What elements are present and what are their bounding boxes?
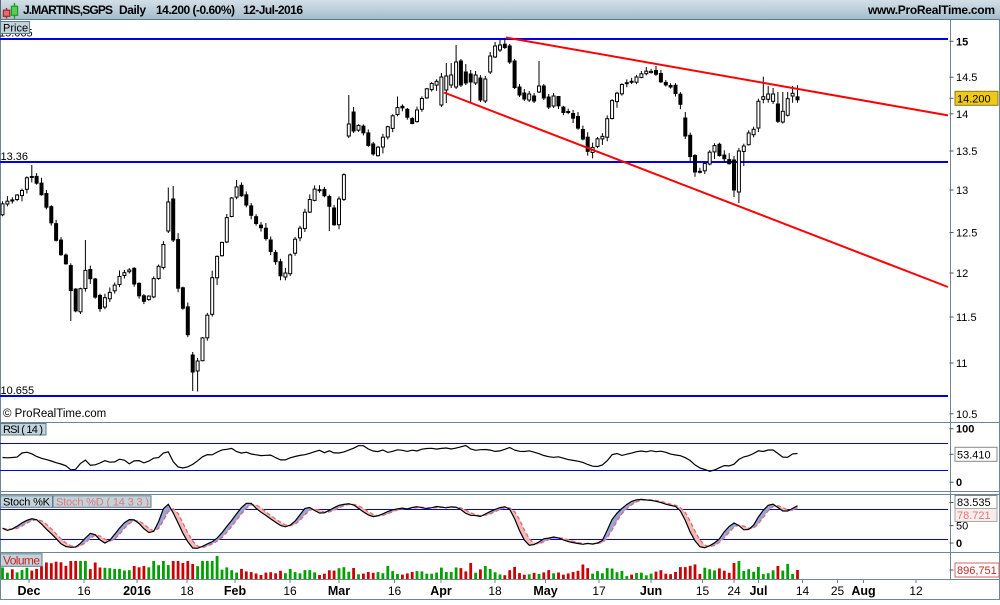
svg-text:© ProRealTime.com: © ProRealTime.com	[3, 408, 106, 420]
svg-text:100: 100	[956, 424, 974, 436]
svg-text:www.ProRealTime.com: www.ProRealTime.com	[867, 3, 995, 17]
svg-text:12-Jul-2016: 12-Jul-2016	[243, 3, 303, 17]
svg-text:Mar: Mar	[328, 584, 350, 598]
svg-text:13.5: 13.5	[956, 146, 977, 158]
svg-text:Apr: Apr	[430, 584, 452, 598]
svg-text:Volume: Volume	[3, 553, 40, 567]
svg-text:14: 14	[796, 584, 810, 598]
svg-text:Stoch %K: Stoch %K	[3, 496, 51, 508]
svg-text:53.410: 53.410	[957, 449, 991, 461]
svg-text:Daily: Daily	[119, 3, 146, 17]
svg-text:0: 0	[956, 538, 962, 550]
svg-text:Aug: Aug	[851, 584, 875, 598]
svg-text:14.200 (-0.60%): 14.200 (-0.60%)	[156, 3, 235, 17]
svg-text:May: May	[533, 584, 557, 598]
svg-text:12: 12	[956, 268, 968, 280]
svg-text:16: 16	[388, 584, 402, 598]
svg-text:RSI ( 14 ): RSI ( 14 )	[3, 424, 43, 436]
svg-text:14.200: 14.200	[957, 93, 991, 105]
svg-text:10.5: 10.5	[956, 409, 977, 421]
svg-text:Feb: Feb	[224, 584, 247, 598]
svg-text:J.MARTINS,SGPS: J.MARTINS,SGPS	[23, 3, 113, 17]
svg-text:15: 15	[696, 584, 710, 598]
svg-text:14: 14	[956, 109, 968, 121]
svg-text:12: 12	[909, 584, 923, 598]
svg-text:Jul: Jul	[749, 584, 767, 598]
svg-text:2016: 2016	[123, 584, 151, 598]
svg-text:10.655: 10.655	[1, 385, 35, 397]
svg-text:25: 25	[831, 584, 845, 598]
svg-text:Jun: Jun	[640, 584, 662, 598]
svg-text:13: 13	[956, 185, 968, 197]
svg-text:18: 18	[488, 584, 502, 598]
svg-text:0: 0	[956, 477, 962, 489]
svg-text:17: 17	[592, 584, 606, 598]
svg-text:896,751: 896,751	[957, 565, 997, 577]
svg-text:18: 18	[180, 584, 194, 598]
svg-text:Stoch %D ( 14 3 3 ): Stoch %D ( 14 3 3 )	[56, 496, 149, 508]
svg-text:15: 15	[956, 36, 968, 48]
svg-text:13.36: 13.36	[1, 151, 29, 163]
svg-text:14.5: 14.5	[956, 72, 977, 84]
svg-text:Dec: Dec	[18, 584, 41, 598]
svg-text:16: 16	[283, 584, 297, 598]
svg-text:Price: Price	[3, 23, 28, 35]
svg-text:16: 16	[77, 584, 91, 598]
svg-text:50: 50	[956, 521, 968, 533]
svg-text:11: 11	[956, 358, 967, 370]
svg-text:12.5: 12.5	[956, 228, 977, 240]
svg-text:83.535: 83.535	[957, 497, 991, 509]
svg-text:24: 24	[727, 584, 741, 598]
svg-text:11.5: 11.5	[956, 312, 977, 324]
